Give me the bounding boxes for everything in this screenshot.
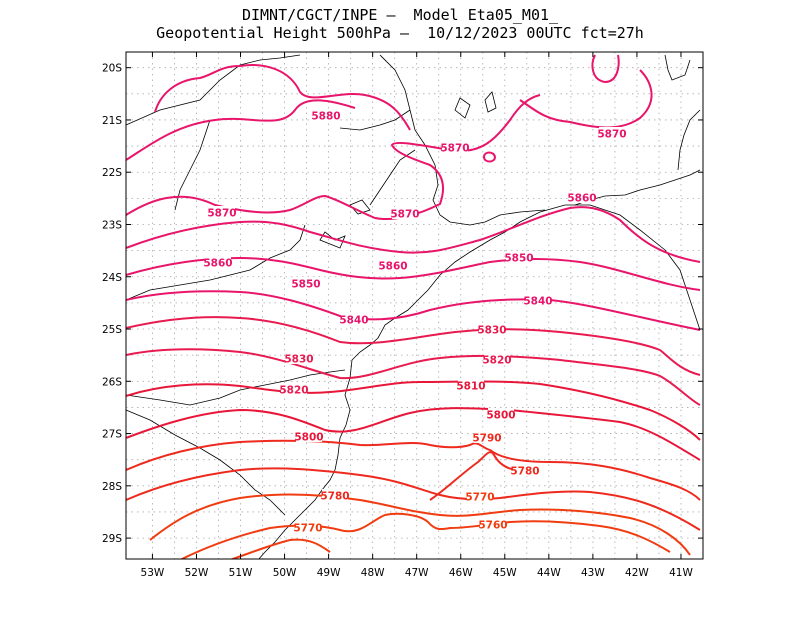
lon-tick-label: 51W (229, 567, 253, 579)
contour-5790 (126, 439, 701, 501)
contour-label-bg (295, 521, 321, 533)
contour-5870-east (519, 69, 653, 129)
lon-tick-label: 52W (185, 567, 209, 579)
contour-label: 5820 (279, 385, 308, 397)
contour-label-bg (599, 127, 625, 139)
contour-label: 5850 (504, 253, 533, 265)
contour-5760 (179, 512, 671, 559)
contour-label-bg (293, 277, 319, 289)
contour-label-bg (205, 256, 231, 268)
contour-label: 5830 (477, 325, 506, 337)
contour-5830 (126, 316, 701, 376)
contour-label: 5800 (294, 432, 323, 444)
contour-5810 (126, 380, 701, 441)
contour-label: 5840 (339, 315, 368, 327)
axis-ticks: 53W 52W 51W 50W 49W 48W 47W 46W 45W 44W 43W 42W 41W 2… (102, 52, 703, 579)
map-title-line-2: Geopotential Height 500hPa – 10/12/2023 … (156, 24, 644, 42)
contour-5780 (126, 467, 701, 531)
contour-label-bg (474, 431, 500, 443)
contour-label-bg (322, 489, 348, 501)
lon-tick-label: 45W (493, 567, 517, 579)
contour-label: 5870 (440, 143, 469, 155)
contour-label: 5770 (293, 523, 322, 535)
lon-tick-label: 43W (581, 567, 605, 579)
lat-tick-label: 20S (102, 63, 122, 75)
lat-tick-label: 21S (102, 115, 122, 127)
contour-5780-inner (429, 451, 521, 501)
contour-label: 5760 (478, 520, 507, 532)
contour-5870-ring (482, 151, 497, 163)
contour-label: 5860 (567, 193, 596, 205)
contour-label: 5770 (465, 492, 494, 504)
lat-tick-label: 28S (102, 481, 122, 493)
lat-tick-label: 25S (102, 324, 122, 336)
contour-label-bg (209, 206, 235, 218)
contour-label: 5800 (486, 410, 515, 422)
contour-label-bg (281, 383, 307, 395)
contour-5850 (126, 256, 701, 291)
contour-5870-bulge (126, 94, 541, 220)
lat-tick-label: 23S (102, 219, 122, 231)
lon-tick-label: 49W (317, 567, 341, 579)
lon-tick-label: 47W (405, 567, 429, 579)
contour-label: 5860 (203, 258, 232, 270)
contour-label-bg (296, 430, 322, 442)
contour-label-bg (479, 323, 505, 335)
contour-5820 (126, 348, 701, 406)
contour-5860 (126, 206, 701, 263)
contour-label-bg (484, 353, 510, 365)
contour-label: 5840 (523, 296, 552, 308)
lon-tick-label: 53W (141, 567, 165, 579)
lat-tick-label: 27S (102, 429, 122, 441)
contour-label: 5830 (284, 354, 313, 366)
contour-label-bg (392, 207, 418, 219)
contour-label-bg (458, 379, 484, 391)
contour-5870-ne (591, 54, 620, 84)
contour-5800 (126, 407, 701, 461)
contour-label: 5870 (207, 208, 236, 220)
contour-5840 (126, 290, 701, 331)
contour-5750 (229, 538, 331, 559)
contour-label-bg (488, 408, 514, 420)
map-title-line-1: DIMNT/CGCT/INPE – Model Eta05_M01_ (241, 6, 559, 24)
contour-label-bg (341, 313, 367, 325)
lon-tick-label: 44W (537, 567, 561, 579)
lon-tick-label: 41W (669, 567, 693, 579)
contour-label-bg (313, 109, 339, 121)
contour-labels: 5880 5870 5870 5870 5870 5860 5860 5860 5850 5850… (203, 109, 627, 535)
lon-tick-label: 50W (273, 567, 297, 579)
contour-label-bg (467, 490, 493, 502)
contour-label-bg (512, 464, 538, 476)
contour-label-bg (380, 259, 406, 271)
contour-label: 5820 (482, 355, 511, 367)
contour-label: 5870 (597, 129, 626, 141)
contour-label: 5850 (291, 279, 320, 291)
plot-frame (125, 51, 704, 560)
contour-5770 (149, 493, 691, 556)
lat-tick-label: 26S (102, 376, 122, 388)
contour-label-bg (442, 141, 468, 153)
contour-label-bg (480, 518, 506, 530)
lat-tick-label: 22S (102, 167, 122, 179)
contour-label: 5810 (456, 381, 485, 393)
lon-tick-label: 46W (449, 567, 473, 579)
contour-label: 5780 (320, 491, 349, 503)
lat-tick-label: 24S (102, 272, 122, 284)
contour-5870-upper (126, 99, 356, 161)
geopotential-contours (126, 54, 701, 559)
contour-label-bg (525, 294, 551, 306)
contour-label: 5860 (378, 261, 407, 273)
contour-label-bg (286, 352, 312, 364)
contour-label-bg (569, 191, 595, 203)
lon-tick-label: 42W (625, 567, 649, 579)
contour-5880-west (154, 64, 411, 131)
lat-tick-label: 29S (102, 533, 122, 545)
contour-label-bg (506, 251, 532, 263)
contour-label: 5870 (390, 209, 419, 221)
lon-tick-label: 48W (361, 567, 385, 579)
contour-label: 5880 (311, 111, 340, 123)
contour-label: 5790 (472, 433, 501, 445)
contour-label: 5780 (510, 466, 539, 478)
